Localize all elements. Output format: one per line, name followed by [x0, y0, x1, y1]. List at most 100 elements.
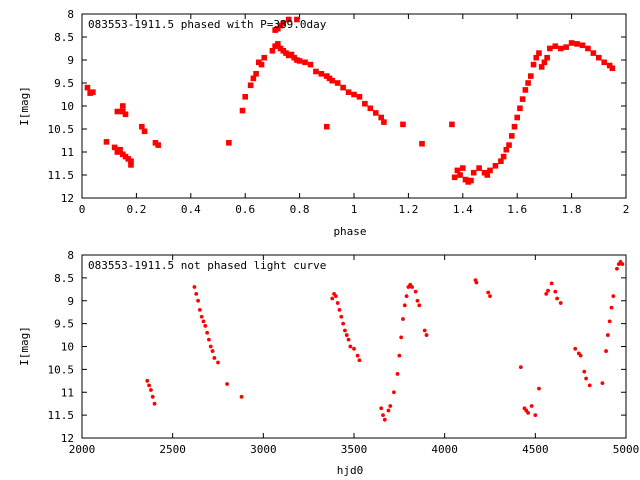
data-point [391, 390, 396, 395]
data-point [141, 128, 148, 135]
x-tick-label: 0 [79, 203, 86, 216]
data-point [329, 77, 336, 84]
data-point [601, 59, 608, 66]
data-point [128, 158, 134, 164]
data-point [145, 378, 150, 383]
data-point [261, 54, 268, 61]
data-point [476, 165, 482, 171]
data-point [288, 51, 295, 58]
data-point [590, 50, 597, 56]
data-point [400, 121, 406, 128]
data-point [508, 133, 515, 139]
x-tick-label: 0.6 [235, 203, 255, 216]
data-point [582, 369, 587, 374]
data-point [522, 87, 529, 93]
y-tick-label: 8 [67, 8, 74, 21]
data-point [345, 89, 352, 95]
data-point [307, 61, 314, 68]
data-point [346, 337, 351, 342]
data-point [468, 177, 474, 184]
x-tick-label: 1.2 [398, 203, 418, 216]
data-point [611, 294, 616, 299]
data-point [555, 296, 559, 301]
y-tick-label: 8.5 [54, 272, 74, 285]
data-point [470, 169, 477, 176]
data-point [341, 321, 346, 326]
data-point [519, 96, 526, 102]
data-point [529, 404, 534, 408]
data-point [344, 333, 349, 337]
data-point [318, 71, 325, 77]
data-point [563, 44, 569, 50]
data-point [324, 123, 330, 130]
x-tick-label: 0.8 [290, 203, 310, 216]
data-point [607, 319, 612, 324]
y-tick-label: 11 [61, 386, 74, 399]
data-point [538, 64, 545, 70]
y-tick-label: 9 [67, 295, 74, 308]
data-point [395, 372, 400, 376]
data-point [419, 140, 425, 147]
data-point [247, 82, 254, 89]
data-point [533, 54, 540, 61]
data-point [269, 48, 276, 54]
data-point [544, 54, 550, 61]
data-point [334, 80, 341, 86]
x-tick-label: 1.8 [562, 203, 582, 216]
data-point [280, 20, 287, 26]
data-point [587, 383, 592, 388]
data-point [474, 280, 479, 285]
data-point [578, 353, 583, 358]
data-point [415, 298, 420, 303]
data-point [615, 266, 619, 271]
data-point [201, 319, 206, 324]
x-axis-label: hjd0 [337, 464, 364, 477]
data-point [250, 75, 257, 82]
data-point [410, 285, 414, 289]
data-point [90, 89, 96, 95]
unphased-chart: 2000 2500 3000 3500 4000 4500 5000 8 8.5 9 9.5 10 1… [18, 249, 639, 477]
data-point [199, 314, 204, 319]
data-point [343, 328, 347, 333]
data-point [348, 344, 353, 349]
x-tick-label: 3000 [250, 443, 277, 456]
y-tick-label: 12 [61, 432, 74, 445]
data-point [351, 91, 357, 98]
data-point [526, 410, 530, 415]
y-axis-label: I[mag] [18, 326, 31, 366]
y-tick-label: 10 [61, 100, 74, 113]
data-point [379, 406, 384, 411]
data-point [546, 288, 550, 293]
data-point [518, 365, 523, 369]
data-point [517, 105, 523, 112]
data-point [498, 158, 504, 164]
data-point [239, 107, 246, 114]
data-point [600, 381, 605, 385]
data-point [506, 142, 512, 148]
y-tick-label: 10.5 [48, 123, 75, 136]
data-point [339, 314, 344, 319]
x-tick-label: 0.4 [181, 203, 201, 216]
data-point [457, 172, 463, 178]
x-axis-label: phase [333, 225, 366, 238]
chart-title: 083553-1911.5 not phased light curve [88, 259, 326, 272]
data-point [460, 165, 466, 171]
data-point [335, 301, 340, 305]
data-point [397, 353, 402, 358]
data-point [486, 290, 491, 295]
x-tick-label: 2000 [69, 443, 96, 456]
y-axis-label: I[mag] [18, 86, 31, 126]
data-point [417, 303, 422, 308]
data-point [541, 59, 548, 66]
data-point [239, 394, 244, 399]
y-tick-label: 10 [61, 341, 74, 354]
data-point [388, 404, 393, 408]
data-point [149, 388, 153, 392]
data-point [558, 301, 563, 305]
data-point [212, 356, 217, 360]
data-point [584, 376, 589, 381]
y-tick-label: 10.5 [48, 363, 75, 376]
x-tick-label: 5000 [613, 443, 640, 456]
data-point [103, 139, 110, 145]
data-point [150, 394, 155, 399]
